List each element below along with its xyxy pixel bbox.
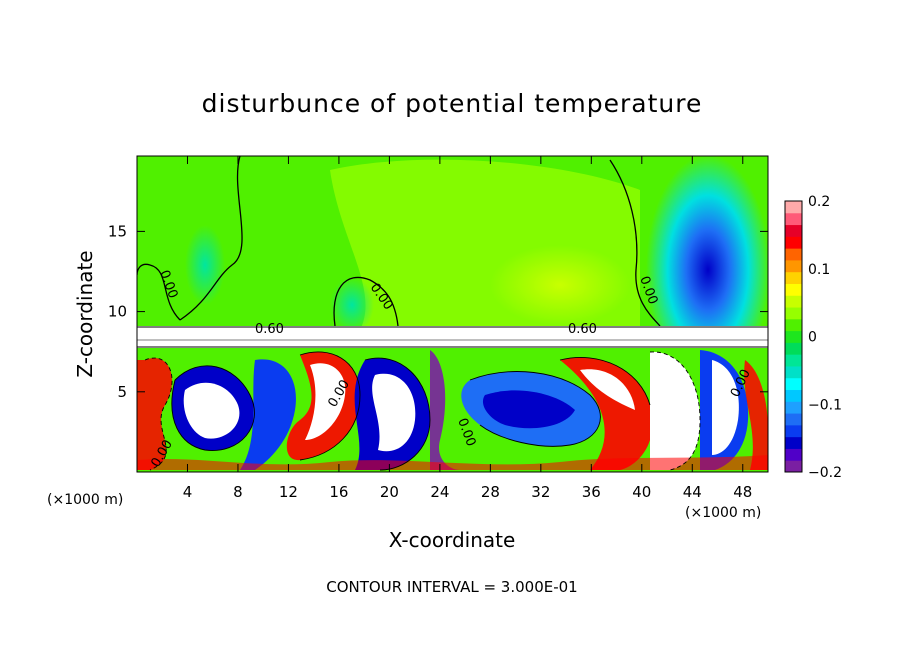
colorbar-tick-label: 0.1 [808, 262, 830, 278]
colorbar-swatch [785, 377, 802, 391]
colorbar-swatch [785, 212, 802, 226]
colorbar-swatch [785, 318, 802, 332]
x-tick-label: 16 [329, 483, 348, 501]
chart-title: disturbunce of potential temperature [202, 89, 703, 118]
colorbar-swatch [785, 259, 802, 273]
contour-label: 0.60 [568, 322, 597, 337]
colorbar-swatch [785, 342, 802, 355]
colorbar-swatch [785, 401, 802, 414]
colorbar-swatch [785, 236, 802, 249]
colorbar-swatch [785, 248, 802, 261]
colorbar-swatch [785, 424, 802, 438]
colorbar-swatch [785, 307, 802, 320]
x-tick-label: 20 [380, 483, 399, 501]
x-tick-label: 12 [279, 483, 298, 501]
colorbar-swatch [785, 330, 802, 343]
colorbar-swatch [785, 201, 802, 214]
y-tick-label: 10 [108, 303, 127, 321]
colorbar-swatch [785, 295, 802, 308]
x-tick-label: 48 [733, 483, 752, 501]
x-tick-label: 32 [531, 483, 550, 501]
colorbar-tick-label: 0 [808, 330, 817, 346]
x-tick-label: 24 [430, 483, 449, 501]
colorbar-tick-label: 0.2 [808, 194, 830, 210]
colorbar-swatch [785, 448, 802, 461]
upper-field-cyan-mid [330, 277, 374, 333]
x-tick-label: 28 [481, 483, 500, 501]
colorbar-swatch [785, 283, 802, 296]
upper-field-yellowgreen [490, 245, 630, 325]
colorbar-frame [784, 200, 803, 473]
upper-contour [333, 276, 399, 327]
colorbar-swatch [785, 271, 802, 284]
plot-area [137, 156, 768, 472]
x-tick-label: 44 [683, 483, 702, 501]
contour-interval-note: CONTOUR INTERVAL = 3.000E-01 [326, 578, 577, 596]
x-tick-label: 40 [632, 483, 651, 501]
colorbar-tick-label: −0.1 [808, 397, 842, 413]
colorbar-swatch [785, 436, 802, 449]
x-axis: 4 8 12 16 20 24 28 32 36 40 44 48 [183, 156, 752, 501]
y-axis-title: Z-coordinate [73, 250, 97, 377]
y-tick-label: 5 [117, 383, 127, 401]
colorbar-tick-label: −0.2 [808, 465, 842, 481]
stable-layer [137, 326, 768, 348]
colorbar-swatch [785, 460, 802, 473]
x-tick-label: 8 [233, 483, 243, 501]
colorbar-swatch [785, 413, 802, 426]
x-tick-label: 4 [183, 483, 193, 501]
colorbar-labels: −0.2 −0.1 0 0.1 0.2 [808, 194, 842, 481]
upper-contour [609, 159, 661, 327]
y-axis: 5 10 15 [108, 222, 768, 401]
upper-contour [137, 156, 243, 321]
y-unit-label: (×1000 m) [685, 505, 761, 521]
colorbar-swatch [785, 354, 802, 367]
colorbar-swatch [785, 365, 802, 379]
x-unit-label: (×1000 m) [47, 492, 123, 508]
x-tick-label: 36 [582, 483, 601, 501]
colorbar [784, 200, 803, 473]
turbulent-eddies [137, 350, 768, 470]
y-tick-label: 15 [108, 222, 127, 240]
x-axis-title: X-coordinate [389, 528, 516, 552]
lower-contours [144, 351, 701, 471]
contour-label: 0.60 [255, 322, 284, 337]
colorbar-swatch [785, 389, 802, 402]
plot-frame [136, 155, 769, 473]
colorbar-swatch [785, 224, 802, 237]
upper-field-cyan-left [185, 225, 225, 305]
